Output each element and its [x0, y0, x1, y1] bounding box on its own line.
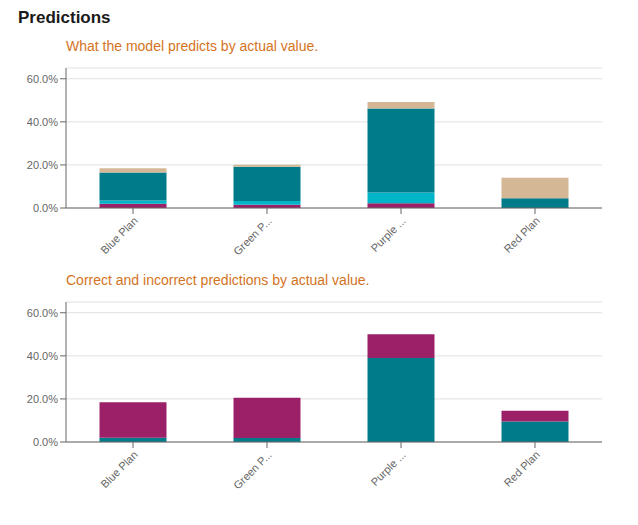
svg-text:0.0%: 0.0%: [33, 202, 58, 214]
svg-text:40.0%: 40.0%: [27, 116, 58, 128]
svg-text:Blue Plan: Blue Plan: [98, 214, 140, 256]
svg-text:Red Plan: Red Plan: [501, 448, 541, 488]
html-text:Predictions: Predictions: [18, 8, 111, 27]
svg-text:Purple ...: Purple ...: [368, 448, 408, 488]
html-text:What the model predicts by act: What the model predicts by actual value.: [66, 38, 319, 54]
svg-text:60.0%: 60.0%: [27, 307, 58, 319]
svg-text:Green P...: Green P...: [231, 214, 274, 257]
svg-text:0.0%: 0.0%: [33, 436, 58, 448]
svg-text:Purple ...: Purple ...: [368, 214, 408, 254]
svg-text:Green P...: Green P...: [231, 448, 274, 491]
svg-text:20.0%: 20.0%: [27, 159, 58, 171]
svg-text:60.0%: 60.0%: [27, 73, 58, 85]
svg-text:40.0%: 40.0%: [27, 350, 58, 362]
svg-text:Red Plan: Red Plan: [501, 214, 541, 254]
html-text:Correct and incorrect predicti: Correct and incorrect predictions by act…: [66, 272, 370, 288]
svg-text:20.0%: 20.0%: [27, 393, 58, 405]
svg-text:Blue Plan: Blue Plan: [98, 448, 140, 490]
